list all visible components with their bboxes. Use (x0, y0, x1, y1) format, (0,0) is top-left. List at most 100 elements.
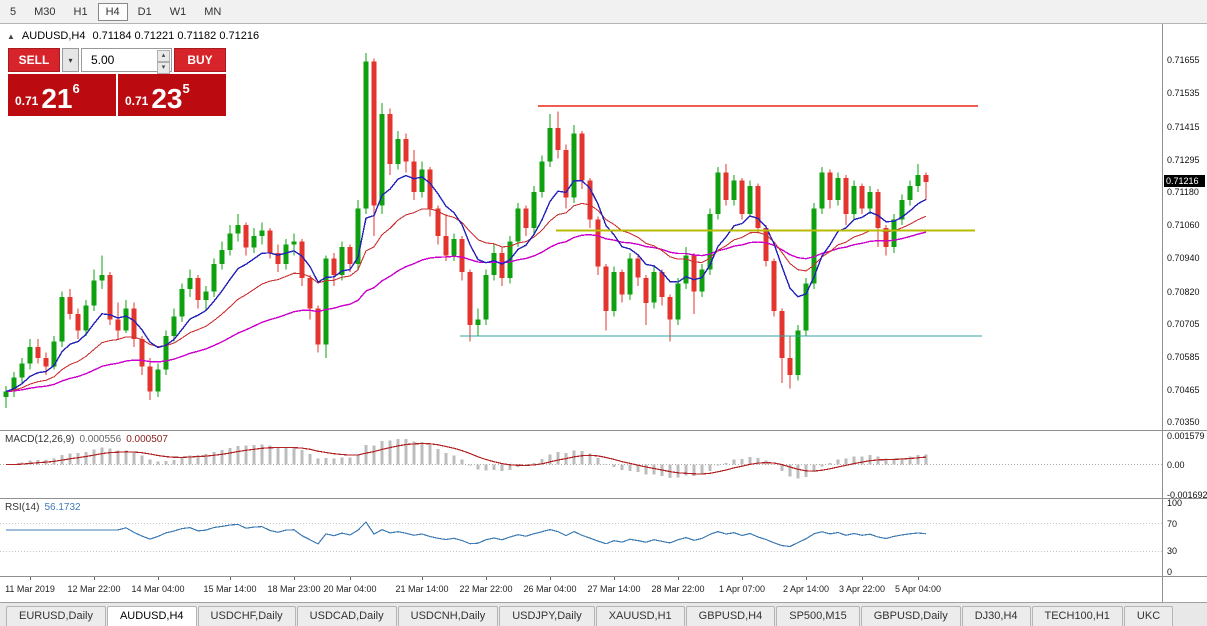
macd-name: MACD(12,26,9) (5, 434, 75, 445)
time-tick (94, 577, 95, 580)
chart-tab-audusd-h4[interactable]: AUDUSD,H4 (106, 606, 197, 626)
rsi-axis-label: 0 (1167, 567, 1173, 577)
chart-column: ▲ AUDUSD,H4 0.71184 0.71221 0.71182 0.71… (0, 24, 1162, 602)
price-axis-label: 0.71415 (1167, 121, 1200, 132)
volume-increase-button[interactable]: ▴ (157, 50, 170, 62)
candlestick-chart[interactable] (0, 24, 1162, 430)
buy-price-pips: 23 (151, 83, 183, 114)
chart-tab-dj30-h4[interactable]: DJ30,H4 (961, 606, 1031, 626)
time-axis-label: 15 Mar 14:00 (203, 584, 257, 594)
time-axis-label: 3 Apr 22:00 (838, 584, 886, 594)
sell-price-prefix: 0.71 (15, 94, 39, 108)
time-axis-label: 28 Mar 22:00 (651, 584, 705, 594)
buy-price-point: 5 (182, 81, 190, 96)
buy-price-display[interactable]: 0.71 23 5 (118, 74, 226, 116)
chart-tab-ukc[interactable]: UKC (1123, 606, 1174, 626)
chart-marker-icon: ▲ (7, 32, 15, 41)
chart-tab-usdchf-daily[interactable]: USDCHF,Daily (197, 606, 296, 626)
rsi-chart[interactable] (0, 500, 1162, 576)
buy-price-prefix: 0.71 (125, 94, 149, 108)
time-axis-label: 20 Mar 04:00 (323, 584, 377, 594)
time-tick (350, 577, 351, 580)
chart-tab-xauusd-h1[interactable]: XAUUSD,H1 (595, 606, 685, 626)
price-axis-label: 0.71535 (1167, 88, 1200, 99)
timeframe-button-5[interactable]: 5 (10, 5, 17, 18)
time-axis-label: 14 Mar 04:00 (131, 584, 185, 594)
timeframe-button-d1[interactable]: D1 (137, 5, 152, 18)
sell-price-point: 6 (72, 81, 80, 96)
time-axis-label: 26 Mar 04:00 (523, 584, 577, 594)
volume-dropdown-button[interactable]: ▾ (62, 48, 79, 72)
axis-corner (1163, 576, 1207, 602)
chart-tab-gbpusd-daily[interactable]: GBPUSD,Daily (860, 606, 961, 626)
trade-controls-row: SELL ▾ 5.00 ▴ ▾ BUY (8, 48, 226, 74)
macd-chart[interactable] (0, 432, 1162, 498)
time-axis-label: 22 Mar 22:00 (459, 584, 513, 594)
chart-tab-usdjpy-daily[interactable]: USDJPY,Daily (499, 606, 595, 626)
main-chart-panel[interactable]: ▲ AUDUSD,H4 0.71184 0.71221 0.71182 0.71… (0, 24, 1162, 430)
sell-price-pips: 21 (41, 83, 73, 114)
time-axis-label: 2 Apr 14:00 (782, 584, 830, 594)
chevron-down-icon: ▾ (68, 55, 73, 65)
time-tick (918, 577, 919, 580)
rsi-label: RSI(14) 56.1732 (5, 502, 86, 513)
price-axis-label: 0.70940 (1167, 253, 1200, 264)
price-axis-label: 0.70350 (1167, 416, 1200, 427)
time-axis-label: 27 Mar 14:00 (587, 584, 641, 594)
sell-price-display[interactable]: 0.71 21 6 (8, 74, 116, 116)
time-axis[interactable]: 11 Mar 2019 12 Mar 22:00 14 Mar 04:00 15 Ma… (0, 576, 1162, 602)
time-tick (550, 577, 551, 580)
price-axis-label: 0.71295 (1167, 154, 1200, 165)
macd-axis-label: 0.001579 (1167, 431, 1205, 441)
price-axis-label: 0.71180 (1167, 186, 1199, 197)
price-axis-label: 0.70585 (1167, 351, 1200, 362)
chart-tab-eurusd-daily[interactable]: EURUSD,Daily (6, 606, 106, 626)
time-tick (486, 577, 487, 580)
price-axis-label: 0.70465 (1167, 385, 1200, 396)
time-axis-label: 21 Mar 14:00 (395, 584, 449, 594)
timeframe-button-mn[interactable]: MN (204, 5, 222, 18)
rsi-value: 56.1732 (44, 502, 81, 513)
time-tick (158, 577, 159, 580)
macd-axis-label: 0.00 (1167, 459, 1185, 470)
time-tick (742, 577, 743, 580)
trade-prices-row: 0.71 21 6 0.71 23 5 (8, 74, 226, 116)
timeframe-button-w1[interactable]: W1 (169, 5, 187, 18)
chart-tab-tech100-h1[interactable]: TECH100,H1 (1031, 606, 1123, 626)
timeframe-button-h4[interactable]: H4 (97, 2, 128, 21)
price-axis-label: 0.70820 (1167, 286, 1200, 297)
macd-value-2: 0.000507 (126, 434, 168, 445)
price-axis[interactable]: 0.71655 0.71535 0.71415 0.71295 0.71180 0.710… (1163, 24, 1207, 430)
volume-input[interactable]: 5.00 ▴ ▾ (81, 48, 172, 74)
time-tick (806, 577, 807, 580)
chart-tab-bar: EURUSD,Daily AUDUSD,H4 USDCHF,Daily USDCAD,… (0, 602, 1207, 626)
buy-button[interactable]: BUY (174, 48, 226, 72)
time-axis-label: 1 Apr 07:00 (718, 584, 766, 594)
time-tick (230, 577, 231, 580)
sell-button[interactable]: SELL (8, 48, 60, 72)
chart-tab-usdcad-daily[interactable]: USDCAD,Daily (296, 606, 397, 626)
rsi-axis-label: 100 (1167, 498, 1183, 508)
price-axis-label: 0.71655 (1167, 55, 1200, 66)
chart-tab-gbpusd-h4[interactable]: GBPUSD,H4 (685, 606, 776, 626)
chart-tab-sp500-m15[interactable]: SP500,M15 (776, 606, 860, 626)
volume-value: 5.00 (91, 53, 115, 67)
timeframe-button-h1[interactable]: H1 (73, 5, 88, 18)
current-price-badge: 0.71216 (1164, 174, 1205, 187)
macd-panel[interactable]: MACD(12,26,9) 0.000556 0.000507 (0, 430, 1162, 498)
chart-tab-usdcnh-daily[interactable]: USDCNH,Daily (397, 606, 499, 626)
chart-workspace: ▲ AUDUSD,H4 0.71184 0.71221 0.71182 0.71… (0, 24, 1207, 602)
volume-decrease-button[interactable]: ▾ (157, 62, 170, 74)
time-axis-label: 18 Mar 23:00 (267, 584, 321, 594)
volume-stepper: ▴ ▾ (157, 50, 170, 74)
price-axis-label: 0.71060 (1167, 220, 1200, 231)
timeframe-toolbar: 5 M30 H1 H4 D1 W1 MN (0, 0, 1207, 24)
rsi-axis-label: 70 (1167, 518, 1178, 529)
timeframe-button-m30[interactable]: M30 (34, 5, 56, 18)
macd-value-1: 0.000556 (79, 434, 122, 445)
macd-axis: 0.001579 0.00 -0.001692 (1163, 430, 1207, 500)
rsi-panel[interactable]: RSI(14) 56.1732 (0, 498, 1162, 576)
symbol-ohlc-label: ▲ AUDUSD,H4 0.71184 0.71221 0.71182 0.71… (7, 30, 259, 42)
time-tick (862, 577, 863, 580)
